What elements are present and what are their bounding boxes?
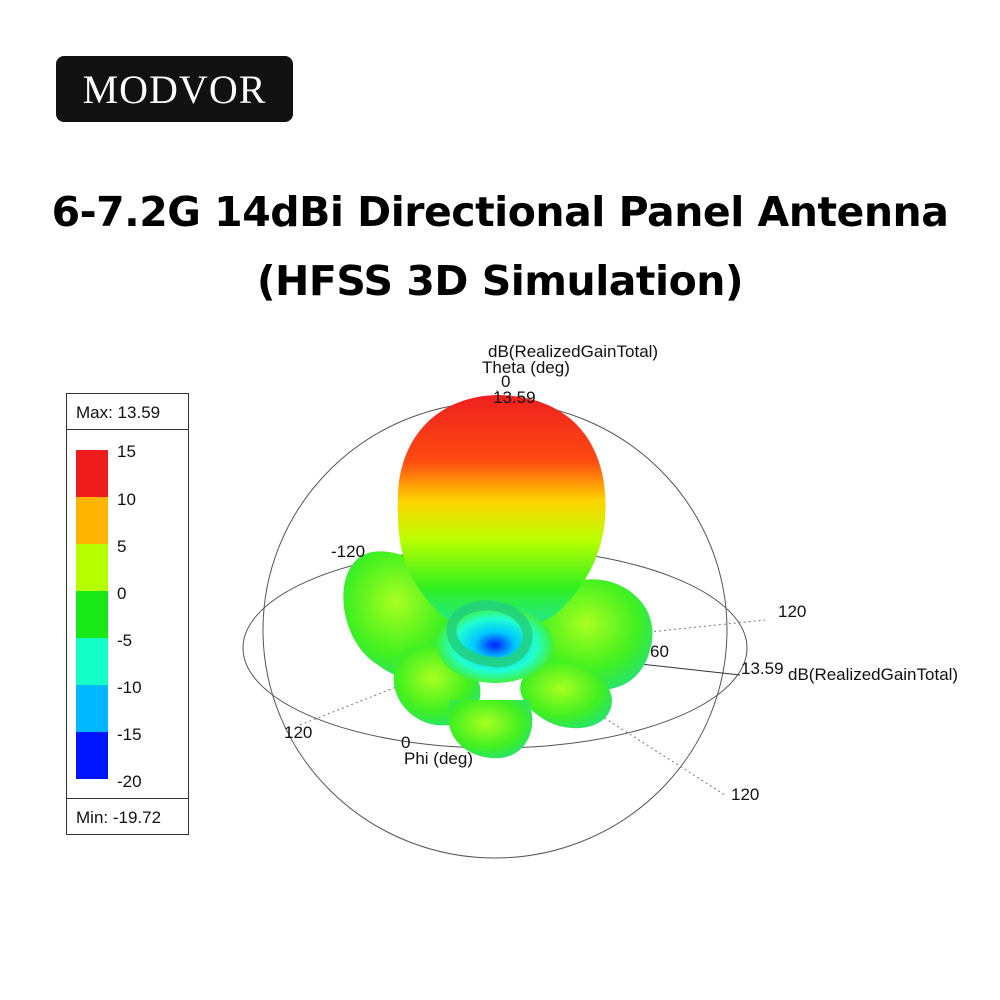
brand-logo: MODVOR bbox=[56, 56, 293, 122]
legend-tick-minus10: -10 bbox=[117, 678, 142, 697]
legend-tick-10: 10 bbox=[117, 490, 136, 509]
legend-tick-minus5: -5 bbox=[117, 631, 133, 650]
main-lobe bbox=[397, 395, 606, 631]
legend-swatch-7 bbox=[76, 732, 108, 779]
bottom-lobe bbox=[448, 700, 533, 759]
tick-minus120: -120 bbox=[331, 542, 365, 561]
tick-120-bottom-right: 120 bbox=[731, 785, 759, 804]
null-ring bbox=[446, 600, 533, 668]
legend-tick-minus20: -20 bbox=[117, 772, 142, 791]
legend-tick-5: 5 bbox=[117, 537, 127, 556]
tick-120-left: 120 bbox=[284, 723, 312, 742]
legend-tick-minus15: -15 bbox=[117, 725, 142, 744]
legend-swatch-2 bbox=[76, 497, 108, 544]
legend-tick-0: 0 bbox=[117, 584, 127, 603]
legend-swatch-6 bbox=[76, 685, 108, 732]
tick-60: 60 bbox=[650, 642, 669, 661]
right-quantity-label: dB(RealizedGainTotal) bbox=[788, 665, 958, 684]
lower-lobe-right bbox=[520, 661, 612, 729]
tick-120-right: 120 bbox=[778, 602, 806, 621]
top-max-value: 13.59 bbox=[493, 388, 536, 407]
legend-swatch-1 bbox=[76, 450, 108, 497]
color-legend: Max: 13.59 15 10 5 0 -5 -10 -15 -20 Min:… bbox=[66, 393, 189, 835]
legend-swatch-5 bbox=[76, 638, 108, 685]
brand-logo-text: MODVOR bbox=[82, 66, 267, 112]
theta-zero: 0 bbox=[501, 372, 510, 391]
top-quantity-label: dB(RealizedGainTotal) bbox=[488, 342, 658, 361]
legend-swatch-3 bbox=[76, 544, 108, 591]
legend-tick-15: 15 bbox=[117, 442, 136, 461]
phi-zero: 0 bbox=[401, 733, 410, 752]
legend-max: Max: 13.59 bbox=[67, 394, 188, 430]
legend-swatch-4 bbox=[76, 591, 108, 638]
page-title: 6-7.2G 14dBi Directional Panel Antenna bbox=[51, 188, 949, 236]
legend-min: Min: -19.72 bbox=[67, 798, 188, 834]
phi-label: Phi (deg) bbox=[404, 749, 473, 768]
theta-label: Theta (deg) bbox=[482, 358, 570, 377]
page-subtitle: (HFSS 3D Simulation) bbox=[256, 257, 744, 305]
right-max-value: 13.59 bbox=[741, 659, 784, 678]
